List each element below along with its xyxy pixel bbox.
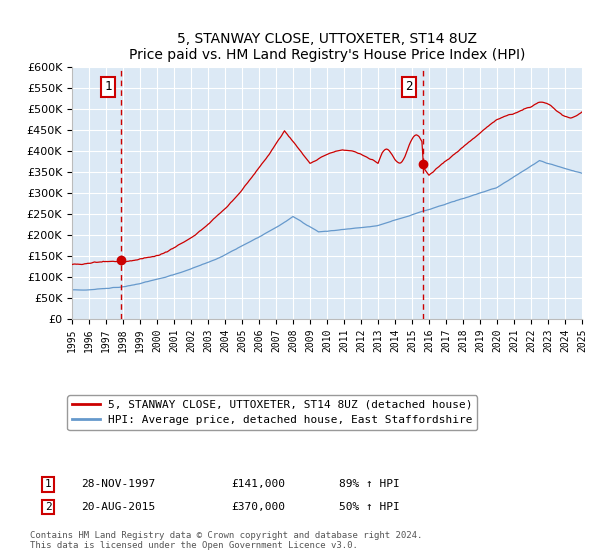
Text: £141,000: £141,000 xyxy=(231,479,285,489)
Title: 5, STANWAY CLOSE, UTTOXETER, ST14 8UZ
Price paid vs. HM Land Registry's House Pr: 5, STANWAY CLOSE, UTTOXETER, ST14 8UZ Pr… xyxy=(129,32,525,62)
Text: £370,000: £370,000 xyxy=(231,502,285,512)
Text: 2: 2 xyxy=(406,81,413,94)
Text: 28-NOV-1997: 28-NOV-1997 xyxy=(81,479,155,489)
Text: 20-AUG-2015: 20-AUG-2015 xyxy=(81,502,155,512)
Text: 89% ↑ HPI: 89% ↑ HPI xyxy=(339,479,400,489)
Text: 1: 1 xyxy=(104,81,112,94)
Legend: 5, STANWAY CLOSE, UTTOXETER, ST14 8UZ (detached house), HPI: Average price, deta: 5, STANWAY CLOSE, UTTOXETER, ST14 8UZ (d… xyxy=(67,395,478,430)
Text: 2: 2 xyxy=(44,502,52,512)
Text: Contains HM Land Registry data © Crown copyright and database right 2024.
This d: Contains HM Land Registry data © Crown c… xyxy=(30,530,422,550)
Text: 1: 1 xyxy=(44,479,52,489)
Text: 50% ↑ HPI: 50% ↑ HPI xyxy=(339,502,400,512)
